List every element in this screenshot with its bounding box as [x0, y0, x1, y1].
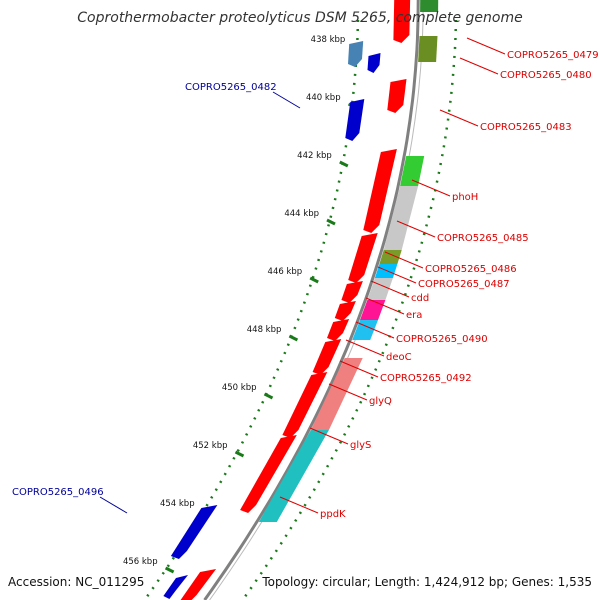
cog-segment	[360, 300, 386, 320]
reverse-gene-label: era	[406, 310, 422, 321]
reverse-gene-arrow	[348, 233, 378, 283]
reverse-gene-arrow	[334, 301, 356, 321]
gene-track	[163, 0, 411, 600]
cog-segment	[418, 36, 438, 62]
reverse-gene-arrow	[393, 0, 411, 43]
reverse-gene-label: COPRO5265_0483	[480, 122, 572, 133]
cog-track	[258, 0, 439, 522]
reverse-label-leader	[355, 321, 395, 339]
map-title: Coprothermobacter proteolyticus DSM 5265…	[77, 10, 522, 26]
reverse-gene-arrow	[180, 569, 217, 600]
reverse-gene-label: glyQ	[369, 396, 392, 407]
reverse-gene-label: COPRO5265_0487	[418, 279, 510, 290]
cog-segment	[258, 430, 329, 522]
kbp-label: 452 kbp	[193, 441, 228, 451]
reverse-gene-label: cdd	[411, 293, 429, 304]
reverse-label-leader	[365, 297, 405, 315]
reverse-gene-arrow	[363, 149, 397, 233]
reverse-gene-label: phoH	[452, 192, 478, 203]
cog-segment	[379, 250, 402, 264]
forward-label-leader	[99, 496, 128, 514]
kbp-label: 448 kbp	[247, 325, 282, 335]
cog-segment	[352, 320, 378, 340]
forward-gene-arrow	[345, 99, 365, 141]
reverse-gene-arrow	[282, 372, 328, 438]
kbp-major-tick	[309, 276, 319, 284]
kbp-label: 444 kbp	[284, 209, 319, 219]
reverse-label-leader	[345, 339, 385, 357]
reverse-label-leader	[466, 37, 506, 55]
reverse-gene-label: COPRO5265_0480	[500, 70, 592, 81]
kbp-major-tick	[339, 160, 349, 168]
reverse-gene-label: deoC	[386, 352, 412, 363]
reverse-label-leader	[411, 179, 451, 197]
cog-segment	[420, 0, 439, 12]
reverse-gene-label: COPRO5265_0490	[396, 334, 488, 345]
kbp-label: 438 kbp	[311, 35, 346, 45]
reverse-gene-label: COPRO5265_0479	[507, 50, 599, 61]
forward-gene-arrow	[163, 575, 188, 599]
reverse-gene-arrow	[327, 319, 350, 341]
cog-segment	[310, 358, 363, 430]
reverse-label-leader	[459, 57, 499, 75]
kbp-label: 440 kbp	[306, 93, 341, 103]
reverse-label-leader	[377, 266, 417, 284]
kbp-major-tick	[263, 392, 274, 400]
kbp-major-tick	[164, 566, 175, 574]
reverse-gene-label: glyS	[350, 440, 371, 451]
reverse-label-leader	[279, 496, 319, 514]
kbp-label: 446 kbp	[268, 267, 303, 277]
topology-label: Topology: circular; Length: 1,424,912 bp…	[261, 575, 592, 589]
forward-gene-label: COPRO5265_0496	[12, 487, 104, 498]
label-leader-lines	[99, 37, 506, 514]
forward-gene-label: COPRO5265_0482	[185, 82, 277, 93]
reverse-label-leader	[439, 109, 479, 127]
forward-label-leader	[272, 91, 301, 109]
cog-segment	[400, 156, 425, 186]
reverse-gene-label: COPRO5265_0492	[380, 373, 472, 384]
reverse-gene-arrow	[240, 435, 297, 513]
accession-label: Accession: NC_011295	[8, 575, 144, 589]
reverse-gene-arrow	[341, 281, 363, 303]
kbp-labels: 438 kbp 440 kbp 442 kbp 444 kbp 446 kbp 448 k…	[123, 35, 345, 567]
kbp-label: 442 kbp	[297, 151, 332, 161]
reverse-label-leader	[370, 280, 410, 298]
kbp-major-tick	[288, 334, 299, 342]
cog-segment	[383, 186, 419, 250]
reverse-label-leader	[309, 427, 349, 445]
forward-gene-arrow	[170, 505, 218, 559]
cog-segment	[374, 264, 398, 278]
reverse-gene-label: ppdK	[320, 509, 346, 520]
backbone-line-outer	[203, 0, 420, 600]
kbp-label: 454 kbp	[160, 499, 195, 509]
reverse-gene-label: COPRO5265_0486	[425, 264, 517, 275]
reverse-label-leader	[396, 220, 436, 238]
cog-segment	[367, 278, 393, 300]
gene-labels: COPRO5265_0482 COPRO5265_0496 COPRO5265_04…	[12, 50, 599, 520]
reverse-gene-arrow	[312, 339, 342, 375]
kbp-label: 456 kbp	[123, 557, 158, 567]
kbp-label: 450 kbp	[222, 383, 257, 393]
forward-gene-arrow	[348, 41, 364, 67]
kbp-major-tick	[326, 218, 336, 226]
reverse-label-leader	[384, 251, 424, 269]
forward-gene-arrow	[367, 53, 381, 73]
reverse-gene-label: COPRO5265_0485	[437, 233, 529, 244]
reverse-label-leader	[328, 383, 368, 401]
reverse-label-leader	[339, 360, 379, 378]
kbp-major-tick	[234, 450, 245, 458]
reverse-gene-arrow	[387, 79, 407, 113]
